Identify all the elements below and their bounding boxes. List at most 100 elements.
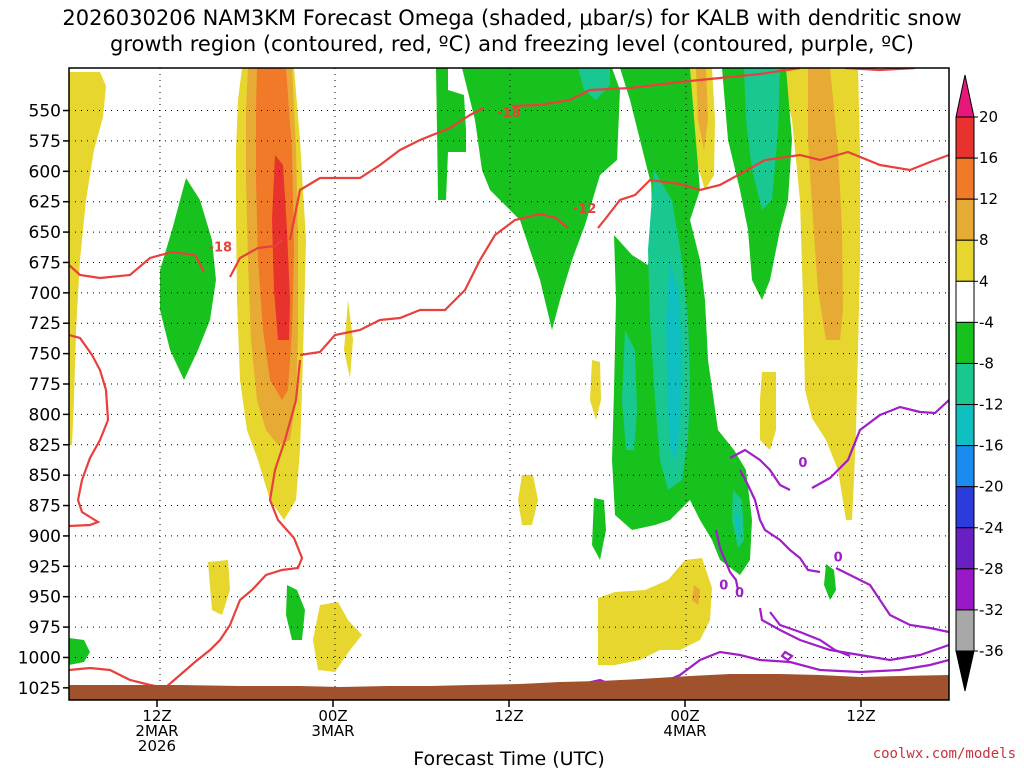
freezing-level-upper — [729, 399, 949, 491]
omega-yellow-bottom-right — [598, 558, 712, 665]
y-tick-label: 750 — [29, 345, 61, 365]
omega-yellow-760-small — [590, 360, 601, 420]
y-tick-label: 700 — [29, 284, 61, 304]
colorbar-label: -36 — [979, 642, 1004, 660]
colorbar-label: 8 — [979, 231, 989, 249]
colorbar-label: -16 — [979, 437, 1004, 455]
omega-yellow-760 — [760, 372, 776, 450]
omega-teal-top — [578, 68, 610, 100]
omega-cyan-small — [735, 512, 740, 535]
contour-label-dgz_left_upper: -18 — [209, 241, 233, 256]
y-tick-label: 825 — [29, 436, 61, 456]
freezing-level-right-inner — [769, 611, 851, 658]
colorbar-label: 4 — [979, 272, 989, 290]
colorbar-label: -32 — [979, 601, 1004, 619]
colorbar-swatch — [955, 116, 975, 159]
colorbar-swatch — [955, 527, 975, 570]
x-axis-label: Forecast Time (UTC) — [413, 748, 604, 768]
omega-yellow-left-edge — [69, 72, 106, 445]
dgz-lower-left-contour — [69, 333, 110, 528]
x-tick-label: 2026 — [138, 737, 176, 755]
omega-green-925 — [286, 585, 305, 640]
dgz-left-contour — [69, 239, 283, 280]
dgz-upper-contour — [288, 68, 801, 241]
colorbar-label: 12 — [979, 190, 998, 208]
y-tick-label: 725 — [29, 314, 61, 334]
y-tick-label: 575 — [29, 132, 61, 152]
colorbar-swatch — [955, 609, 975, 652]
omega-yellow-bottom-mid — [313, 602, 362, 672]
omega-green-930 — [824, 564, 836, 600]
contour-label-freezing_level: 0 — [735, 586, 744, 601]
contour-label-freezing_level: 0 — [798, 456, 807, 471]
omega-yellow-bottom-left — [208, 560, 230, 615]
omega-green-center-top — [436, 68, 466, 200]
x-tick-label: 12Z — [846, 707, 875, 725]
y-tick-label: 1000 — [18, 648, 61, 668]
colorbar-label: -20 — [979, 478, 1004, 496]
omega-orange-right-column — [808, 68, 843, 340]
colorbar-swatch — [955, 280, 975, 323]
colorbar-top-arrow — [955, 74, 975, 118]
terrain-surface — [69, 674, 949, 700]
x-tick-label: 00Z — [670, 707, 699, 725]
colorbar-swatch — [955, 404, 975, 447]
omega-teal-left-lower — [622, 330, 637, 450]
y-tick-label: 625 — [29, 193, 61, 213]
freezing-level-lower — [714, 529, 949, 662]
y-tick-label: 950 — [29, 588, 61, 608]
omega-positive-shading — [69, 68, 860, 672]
x-tick-label: 3MAR — [311, 722, 354, 740]
y-tick-label: 975 — [29, 618, 61, 638]
colorbar-swatch — [955, 321, 975, 364]
omega-yellow-small-700 — [344, 300, 353, 378]
x-tick-label: 2MAR — [135, 722, 178, 740]
y-tick-label: 775 — [29, 375, 61, 395]
contour-label-dgz_lower: -12 — [573, 202, 597, 217]
contour-label-dgz_upper: -18 — [497, 106, 521, 121]
omega-teal-right-top — [744, 68, 780, 210]
y-tick-label: 850 — [29, 466, 61, 486]
dgz-mid-contour — [299, 150, 949, 357]
omega-green-main-upper — [462, 68, 620, 330]
chart-title-line-1: 2026030206 NAM3KM Forecast Omega (shaded… — [62, 6, 961, 30]
dgz-lower-contour — [69, 359, 304, 690]
colorbar-swatch — [955, 157, 975, 200]
y-tick-label: 675 — [29, 253, 61, 273]
colorbar-label: -8 — [979, 354, 994, 372]
omega-colorbar: 20 16 12 8 4 -4 -8 -12 -16 -20 -24 -28 -32 -36 — [955, 74, 1004, 692]
y-tick-label: 1025 — [18, 679, 61, 699]
y-tick-label: 900 — [29, 527, 61, 547]
x-tick-label: 12Z — [494, 707, 523, 725]
y-tick-label: 925 — [29, 557, 61, 577]
y-tick-label: 600 — [29, 162, 61, 182]
omega-negative-shading — [69, 68, 836, 665]
x-tick-label: 12Z — [142, 707, 171, 725]
colorbar-label: 16 — [979, 149, 998, 167]
y-tick-label: 875 — [29, 497, 61, 517]
omega-green-small-860 — [592, 498, 606, 560]
contour-label-freezing_level: 0 — [719, 579, 728, 594]
colorbar-swatch — [955, 239, 975, 282]
colorbar-label: 20 — [979, 108, 998, 126]
omega-orange-top-right-thin — [696, 68, 708, 150]
freezing-level-mid — [739, 469, 949, 634]
y-tick-label: 550 — [29, 102, 61, 122]
credit-link[interactable]: coolwx.com/models — [873, 746, 1016, 762]
omega-green-bottom-left — [69, 638, 90, 665]
y-axis: 550 575 600 625 650 675 700 725 750 775 800 825 850 8… — [18, 102, 69, 699]
colorbar-label: -24 — [979, 519, 1004, 537]
colorbar-swatch — [955, 486, 975, 529]
omega-cyan-center — [666, 260, 682, 460]
x-tick-label: 4MAR — [663, 722, 706, 740]
colorbar-bottom-arrow — [955, 650, 975, 692]
contour-label-freezing_level: 0 — [834, 551, 843, 566]
colorbar-swatch — [955, 198, 975, 241]
y-tick-label: 800 — [29, 405, 61, 425]
x-tick-label: 00Z — [318, 707, 347, 725]
colorbar-label: -28 — [979, 560, 1004, 578]
